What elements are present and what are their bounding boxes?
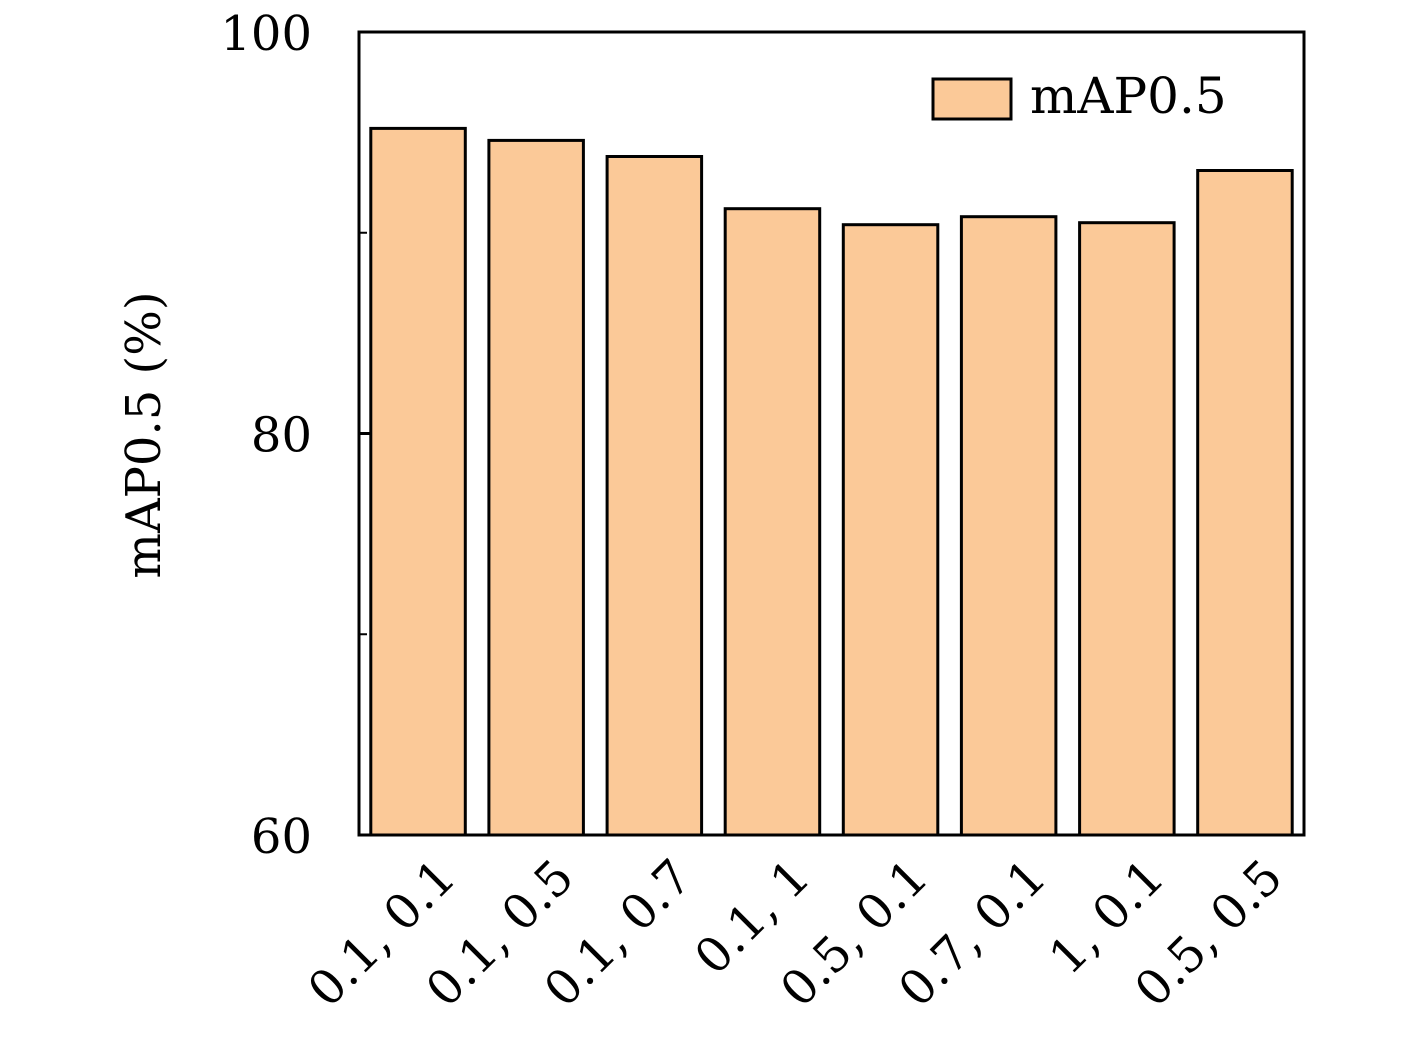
bar bbox=[841, 223, 940, 837]
y-tick-label: 100 bbox=[220, 6, 312, 62]
y-tick-label: 80 bbox=[251, 408, 312, 464]
bar bbox=[1078, 221, 1176, 837]
legend-label: mAP0.5 bbox=[1030, 67, 1227, 125]
bar bbox=[605, 155, 704, 837]
legend: mAP0.5 bbox=[931, 67, 1227, 125]
legend-swatch bbox=[931, 77, 1013, 121]
y-axis-label: mAP0.5 (%) bbox=[116, 291, 172, 578]
bars-group bbox=[369, 126, 1294, 837]
y-tick-label: 60 bbox=[251, 809, 312, 865]
bar bbox=[1196, 169, 1294, 837]
bar bbox=[369, 126, 467, 837]
bar bbox=[487, 138, 585, 837]
bar bbox=[723, 207, 822, 837]
bar bbox=[959, 215, 1058, 837]
